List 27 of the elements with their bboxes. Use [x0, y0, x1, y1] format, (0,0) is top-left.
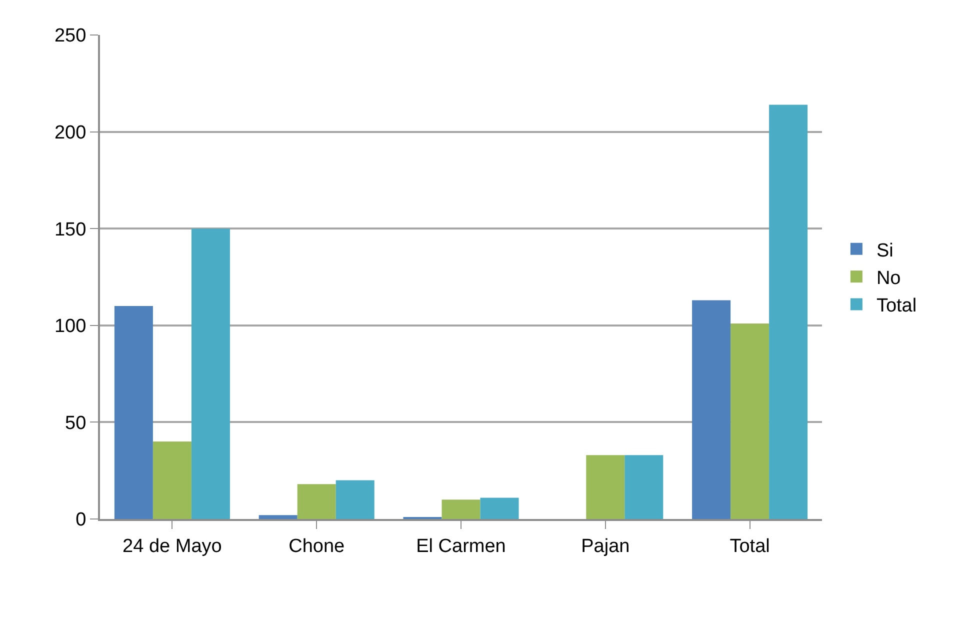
bar: [480, 498, 519, 519]
bar: [297, 484, 336, 519]
legend-label: Total: [876, 296, 917, 317]
x-tick-label: Pajan: [581, 536, 630, 557]
legend-label: No: [876, 268, 901, 289]
bar: [586, 455, 625, 519]
y-tick-label: 150: [54, 219, 86, 240]
y-tick-label: 50: [65, 412, 86, 434]
bar: [624, 455, 664, 519]
bar: [191, 228, 230, 519]
bar: [442, 500, 480, 519]
y-tick-label: 200: [54, 122, 86, 144]
x-tick-label: Total: [730, 536, 770, 557]
x-tick-label: Chone: [288, 536, 345, 557]
x-tick-label: 24 de Mayo: [122, 536, 222, 557]
bar: [336, 480, 374, 519]
y-tick-label: 250: [54, 26, 86, 47]
x-tick-label: El Carmen: [416, 536, 506, 557]
bar: [152, 442, 192, 519]
bar: [692, 300, 731, 519]
bar: [769, 104, 808, 519]
bar: [258, 515, 298, 519]
bar: [114, 306, 153, 519]
bar: [730, 323, 770, 519]
legend-label: Si: [876, 240, 894, 262]
y-tick-label: 100: [54, 316, 86, 338]
y-tick-label: 0: [76, 510, 86, 531]
